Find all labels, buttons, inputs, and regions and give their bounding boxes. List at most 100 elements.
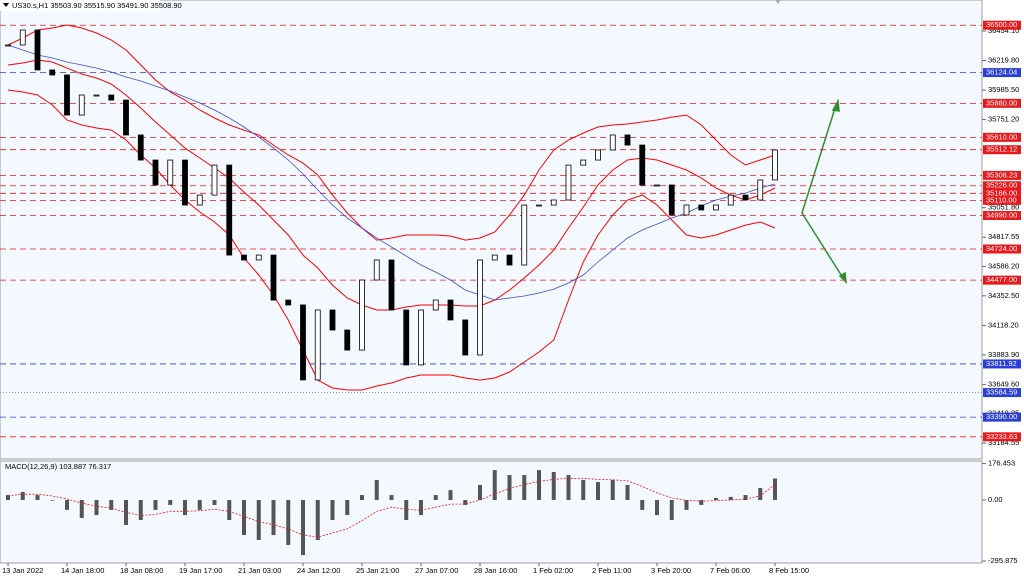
candle — [241, 254, 247, 261]
macd-bar — [537, 470, 541, 500]
macd-bar — [596, 482, 600, 500]
macd-bar — [640, 499, 645, 510]
level-tag-label: 36500.00 — [986, 20, 1017, 29]
macd-bar — [610, 479, 615, 500]
candle — [167, 159, 174, 186]
macd-bar — [389, 495, 394, 500]
macd-bar — [566, 475, 571, 500]
level-tag-label: 33233.63 — [986, 432, 1017, 441]
bollinger-lower — [7, 89, 776, 391]
level-tag-label: 34477.00 — [986, 275, 1017, 284]
y-tick-label: 34817.55 — [988, 232, 1019, 241]
y-tick-label: 34118.20 — [988, 320, 1019, 329]
level-tag-label: 34990.00 — [986, 210, 1017, 219]
candle — [698, 204, 705, 211]
candle — [108, 94, 115, 101]
macd-bar — [286, 499, 291, 545]
macd-bar — [168, 499, 173, 505]
header-box — [0, 0, 160, 11]
macd-bar — [655, 499, 659, 516]
macd-bar — [227, 499, 232, 521]
macd-bar — [404, 499, 409, 521]
level-tag-label: 35166.00 — [986, 188, 1017, 197]
candle — [329, 309, 336, 331]
macd-bar — [65, 499, 69, 510]
candle — [727, 194, 734, 206]
x-tick-label: 3 Feb 20:00 — [651, 566, 691, 575]
macd-bar — [758, 488, 763, 500]
macd-bar — [478, 484, 482, 500]
macd-bar — [419, 499, 423, 516]
candle — [742, 194, 749, 201]
y-tick-label: 35751.20 — [988, 115, 1019, 124]
macd-bar — [699, 499, 704, 505]
macd-bar — [138, 499, 143, 521]
candle — [447, 299, 454, 321]
header-menu-icon[interactable] — [3, 3, 9, 7]
y-tick-label: 34352.50 — [988, 291, 1019, 300]
forecast-arrows — [801, 98, 847, 285]
x-tick-label: 18 Jan 08:00 — [120, 566, 163, 575]
candle — [78, 94, 85, 116]
level-tag-label: 33584.59 — [986, 388, 1017, 397]
candle — [432, 299, 439, 311]
candle — [536, 204, 542, 207]
candle — [609, 134, 616, 151]
level-tag-label: 35226.00 — [986, 181, 1017, 190]
candle — [772, 149, 778, 181]
candle — [196, 194, 203, 206]
candle — [639, 144, 646, 186]
candle — [373, 259, 380, 281]
level-tag — [983, 195, 1021, 205]
macd-bar — [743, 495, 748, 500]
candle — [595, 149, 601, 161]
level-tag — [983, 188, 1021, 198]
moving-average — [7, 44, 776, 301]
candle — [123, 99, 129, 136]
candle — [93, 94, 100, 97]
macd-bar — [345, 499, 350, 516]
candle — [226, 164, 233, 256]
level-tag-label: 36124.04 — [986, 68, 1017, 77]
candle — [683, 204, 690, 216]
candle — [255, 254, 262, 261]
macd-signal — [7, 477, 776, 538]
candle — [300, 304, 306, 381]
candle — [137, 134, 144, 161]
candle — [49, 69, 56, 76]
macd-y-tick-label: 176.453 — [988, 459, 1015, 468]
macd-bar — [256, 499, 261, 541]
y-tick-label: 36219.80 — [988, 56, 1019, 65]
macd-bar — [153, 499, 158, 510]
level-tag — [983, 181, 1021, 191]
candle — [506, 254, 513, 266]
y-tick-label: 34586.20 — [988, 261, 1019, 270]
candle — [462, 319, 469, 356]
candle — [182, 159, 188, 206]
macd-bar — [315, 499, 320, 541]
macd-bar — [79, 499, 84, 518]
y-tick-label: 35051.80 — [988, 203, 1019, 212]
candle — [19, 29, 26, 46]
level-tag-label: 35610.00 — [986, 132, 1017, 141]
x-tick-label: 25 Jan 21:00 — [356, 566, 399, 575]
macd-bar — [463, 499, 468, 505]
level-tag-label: 33811.92 — [986, 359, 1017, 368]
x-tick-label: 21 Jan 03:00 — [238, 566, 281, 575]
candle — [285, 299, 292, 306]
macd-bar — [625, 484, 630, 500]
header: US30.s,H1 35503.90 35515.90 35491.90 355… — [12, 1, 182, 10]
candle — [668, 184, 675, 216]
macd-bar — [212, 499, 217, 505]
level-tag — [983, 210, 1021, 220]
macd-bar — [197, 499, 202, 510]
level-tag-label: 35512.12 — [986, 145, 1017, 154]
macd-bar — [773, 478, 777, 500]
candle — [580, 159, 587, 166]
level-tag — [983, 432, 1021, 442]
y-tick-label: 35985.50 — [988, 85, 1019, 94]
level-tag — [983, 388, 1021, 398]
candle — [624, 134, 631, 146]
y-tick-label: 33649.60 — [988, 379, 1019, 388]
